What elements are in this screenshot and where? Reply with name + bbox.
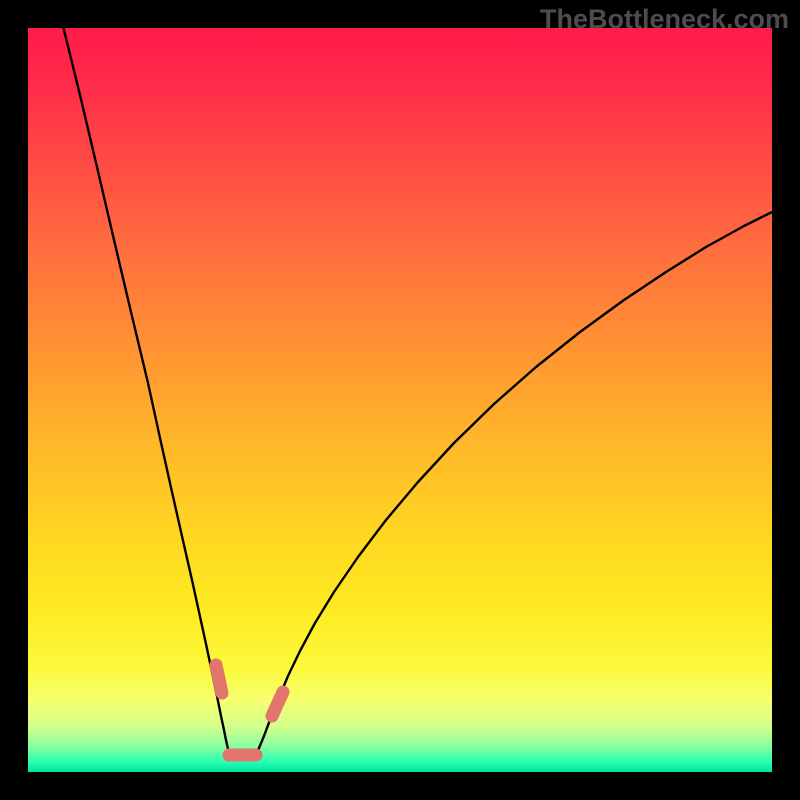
highlight-marker-0 — [216, 665, 222, 693]
highlight-marker-2 — [272, 692, 283, 716]
watermark-text: TheBottleneck.com — [540, 4, 789, 35]
bottleneck-curve — [63, 26, 772, 756]
chart-svg — [0, 0, 800, 800]
